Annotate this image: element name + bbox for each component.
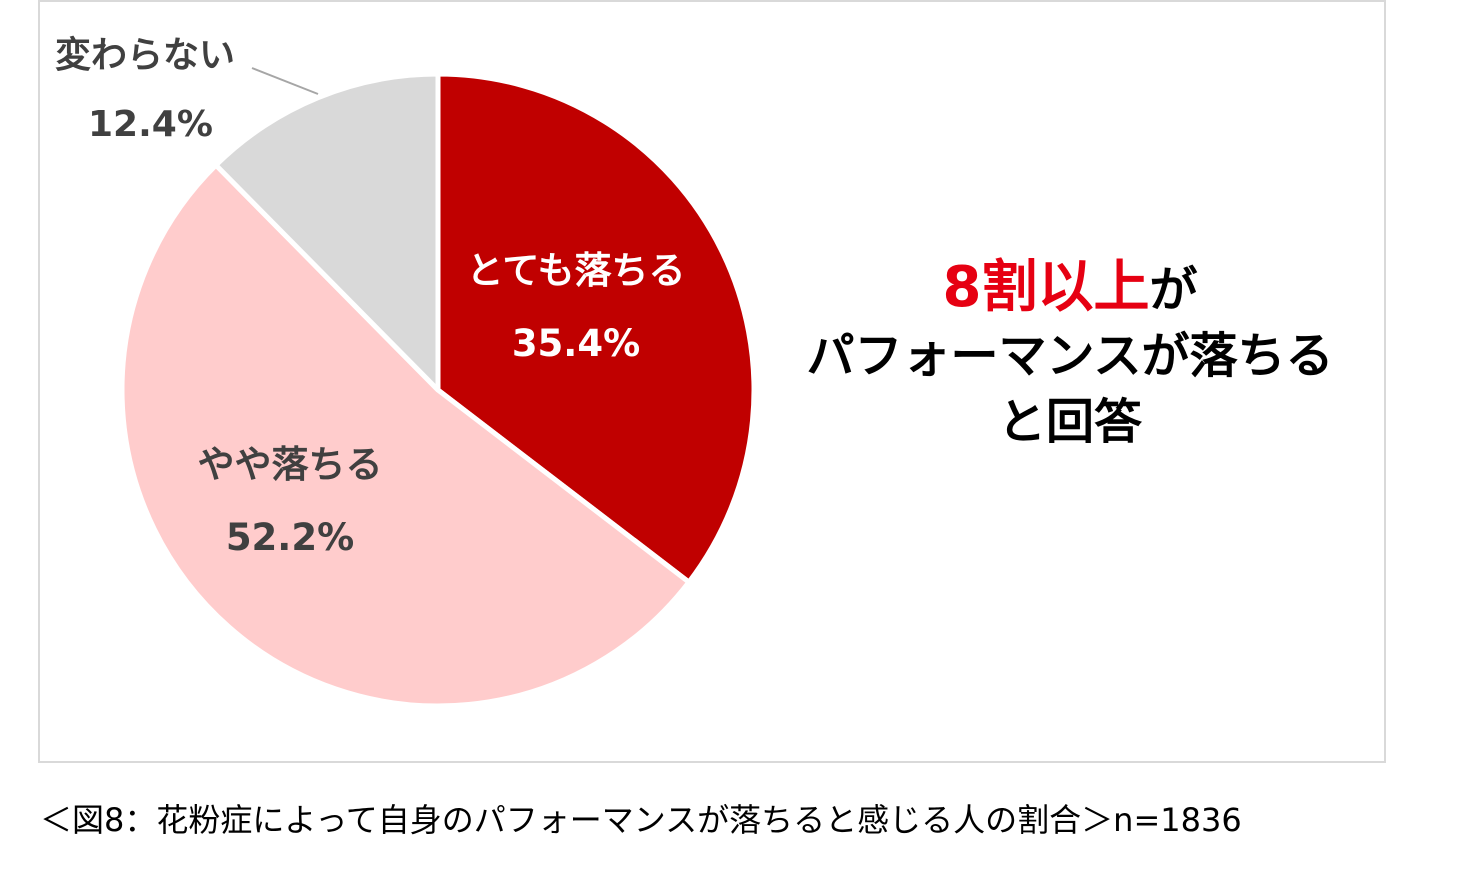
slice-label-kawaranai: 変わらない <box>55 35 236 76</box>
headline-accent: 8割以上 <box>942 255 1150 320</box>
headline-callout: 8割以上が パフォーマンスが落ちる と回答 <box>760 255 1380 455</box>
headline-line-3: と回答 <box>997 394 1142 450</box>
pie-slices <box>119 71 757 709</box>
pie-slice-yaya <box>119 162 692 709</box>
leader-line-kawaranai <box>251 67 319 95</box>
slice-value-totemo: 35.4% <box>511 322 641 365</box>
chart-frame <box>38 0 1386 763</box>
figure-caption: ＜図8：花粉症によって自身のパフォーマンスが落ちると感じる人の割合＞n=1836 <box>40 801 1242 839</box>
pie-slice-totemo <box>435 71 757 585</box>
slice-label-totemo: とても落ちる <box>466 249 686 292</box>
headline-line-1: 8割以上が <box>760 255 1380 323</box>
slice-value-yaya: 52.2% <box>225 516 355 559</box>
slice-value-kawaranai: 12.4% <box>88 104 213 145</box>
slice-label-yaya: やや落ちる <box>197 443 383 486</box>
pie-slice-kawaranai <box>213 71 441 393</box>
headline-line-2: パフォーマンスが落ちる <box>806 328 1334 384</box>
headline-accent-suffix: が <box>1149 262 1198 318</box>
chart-frame-top-border <box>38 0 1386 2</box>
